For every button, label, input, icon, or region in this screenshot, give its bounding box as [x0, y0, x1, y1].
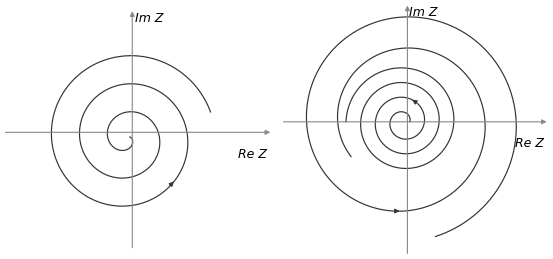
Text: Im Z: Im Z [135, 12, 164, 25]
Text: Im Z: Im Z [409, 6, 437, 19]
Text: Re Z: Re Z [238, 148, 268, 161]
Text: Re Z: Re Z [515, 137, 544, 150]
